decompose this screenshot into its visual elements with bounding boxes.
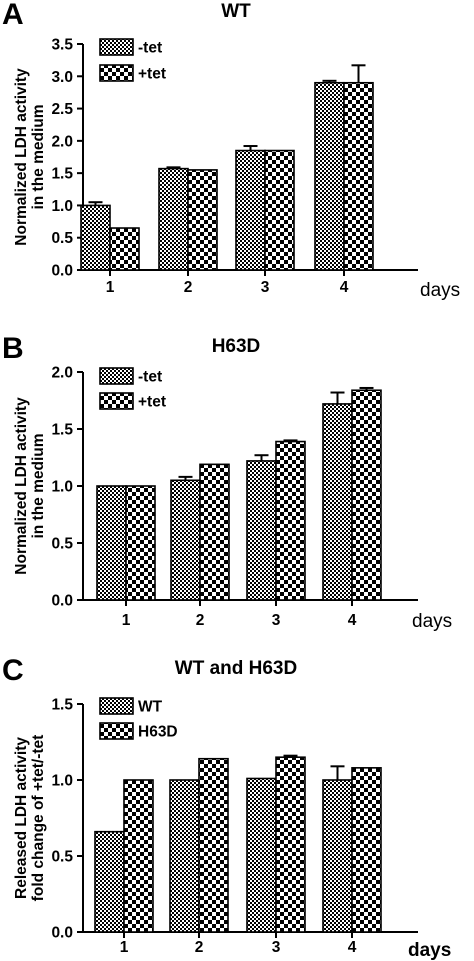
y-axis-label-line: in the medium [30, 104, 47, 209]
bar-tet-day-1 [80, 204, 111, 271]
y-tick-label: 3.5 [51, 37, 73, 54]
x-tick-label: 3 [261, 279, 270, 296]
x-tick-label: 3 [272, 612, 281, 629]
legend-label: H63D [138, 724, 178, 741]
y-tick-label: 0.0 [51, 263, 73, 280]
bar-tet-day-1 [109, 227, 140, 271]
bar-tet-day-4 [351, 389, 382, 601]
bar-tet-day-4 [343, 81, 374, 271]
bar-tet-day-4 [322, 403, 353, 601]
bar-h63d-day-2 [198, 757, 229, 933]
y-tick-label: 2.0 [51, 133, 73, 150]
y-tick-label: 3.0 [51, 69, 73, 86]
x-tick-label: 3 [272, 939, 281, 956]
x-axis-label: days [412, 611, 452, 632]
y-tick-label: 0.5 [51, 536, 73, 553]
x-tick-label: 1 [106, 279, 115, 296]
legend-label: -tet [138, 40, 162, 57]
y-axis-label: Released LDH activity fold change of +tet… [13, 735, 47, 902]
legend-label: +tet [138, 66, 166, 83]
chart-title: WT [221, 1, 251, 22]
y-axis-label-line: fold change of +tet/-tet [30, 735, 47, 902]
bar-tet-day-4 [314, 81, 345, 271]
x-tick-label: 4 [348, 939, 357, 956]
panel-letter: B [2, 332, 24, 365]
x-tick-label: 2 [195, 939, 204, 956]
legend-label: +tet [138, 394, 166, 411]
bar-tet-day-3 [246, 460, 277, 601]
y-tick-label: 0.0 [51, 925, 73, 942]
y-tick-label: 2.0 [51, 365, 73, 382]
bar-tet-day-3 [275, 440, 306, 601]
legend-swatch [99, 38, 134, 56]
bar-h63d-day-3 [275, 756, 306, 933]
legend-swatch [99, 367, 134, 385]
bar-wt-day-1 [94, 830, 125, 933]
bar-tet-day-3 [235, 149, 266, 271]
x-tick-label: 4 [340, 279, 349, 296]
x-axis-label: days [408, 940, 451, 961]
bar-tet-day-1 [96, 485, 127, 601]
bar-tet-day-1 [125, 485, 156, 601]
y-tick-label: 1.5 [51, 422, 73, 439]
y-tick-label: 0.0 [51, 593, 73, 610]
y-axis-label-line: Released LDH activity [13, 737, 30, 899]
chart-title: H63D [212, 336, 261, 357]
legend-label: WT [138, 699, 163, 716]
panel-letter: C [2, 654, 24, 687]
x-tick-label: 4 [348, 612, 357, 629]
y-axis-label: Normalized LDH activity in the medium [13, 397, 47, 575]
bar-tet-day-2 [199, 463, 230, 601]
bar-wt-day-3 [246, 777, 277, 933]
bar-tet-day-2 [170, 479, 201, 601]
bar-h63d-day-4 [351, 767, 382, 933]
bar-tet-day-3 [264, 149, 295, 271]
panel-letter: A [2, 0, 24, 31]
y-axis-label-line: Normalized LDH activity [13, 397, 30, 575]
chart-title: WT and H63D [175, 658, 297, 679]
y-tick-label: 1.0 [51, 198, 73, 215]
y-axis-label-line: Normalized LDH activity [13, 68, 30, 246]
x-tick-label: 1 [122, 612, 131, 629]
legend-label: -tet [138, 369, 162, 386]
y-tick-label: 1.0 [51, 773, 73, 790]
x-tick-label: 2 [196, 612, 205, 629]
bar-wt-day-2 [169, 779, 200, 933]
x-tick-label: 2 [184, 279, 193, 296]
legend-swatch [99, 64, 134, 82]
bar-h63d-day-1 [123, 779, 154, 933]
chart-panel-c: C WT and H63D Released LDH activity fold ch… [2, 654, 451, 961]
x-tick-label: 1 [120, 939, 129, 956]
bar-tet-day-2 [187, 169, 218, 271]
x-axis-label: days [420, 280, 460, 301]
chart-panel-b: B H63D Normalized LDH activity in the mediu… [2, 332, 452, 632]
bar-wt-day-4 [322, 779, 353, 933]
legend-swatch [99, 697, 134, 715]
y-axis-label: Normalized LDH activity in the medium [13, 68, 47, 246]
bar-tet-day-2 [158, 167, 189, 271]
y-tick-label: 0.5 [51, 230, 73, 247]
y-tick-label: 1.5 [51, 697, 73, 714]
y-axis-label-line: in the medium [30, 433, 47, 538]
legend-swatch [99, 722, 134, 740]
legend-swatch [99, 392, 134, 410]
y-tick-label: 1.5 [51, 166, 73, 183]
y-tick-label: 2.5 [51, 101, 73, 118]
y-tick-label: 1.0 [51, 479, 73, 496]
y-tick-label: 0.5 [51, 849, 73, 866]
